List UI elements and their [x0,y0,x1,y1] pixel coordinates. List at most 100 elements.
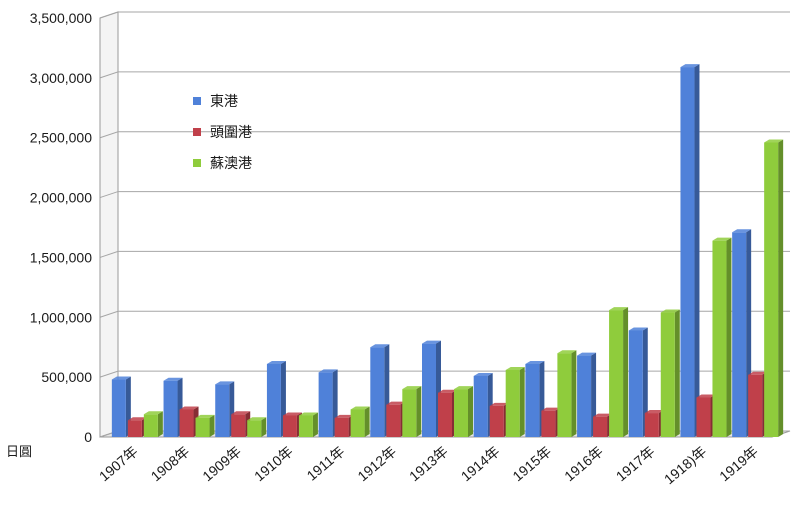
bar [680,67,695,437]
bar [525,363,540,437]
bar-top [422,340,441,344]
bar-top [386,401,406,405]
x-tick-label: 1917年 [613,443,658,484]
bar-top [764,139,784,143]
bar [402,389,417,437]
bar-top [195,414,215,418]
bar-top [680,64,700,68]
bar [593,416,608,437]
bar-top [111,376,131,380]
legend-swatch [193,97,201,105]
bar-top [438,389,457,393]
bar-top [231,411,251,415]
legend-label: 東港 [210,93,238,109]
bar-side [312,412,318,437]
x-tick-label: 1913年 [406,443,451,484]
bar [454,389,468,437]
x-axis-ticks: 1907年 1908年 1909年 1910年 1911年 1912年 1913年 1914年… [96,443,761,487]
bar [628,330,643,437]
bar-top [266,360,286,364]
bar-top [660,309,680,313]
bar [748,374,763,437]
x-tick-label: 1912年 [354,443,399,484]
bar-side [157,411,163,437]
bar [438,392,452,437]
bar [334,417,349,437]
bar-top [127,417,147,421]
bar [422,343,436,437]
bar [247,420,262,437]
gridline [99,131,790,139]
y-tick-label: 1,500,000 [30,249,92,265]
bar-top [505,366,525,370]
legend-swatch [193,159,201,167]
bar-side [416,386,422,437]
bar [557,353,572,437]
bar-top [282,412,302,416]
bar-side [694,64,700,437]
gridline [99,71,790,79]
bar-side [778,139,784,437]
bar-top [473,372,493,376]
bar [386,404,401,437]
bar [215,384,230,437]
y-tick-label: 2,000,000 [30,190,92,206]
bar-top [247,417,267,421]
bar-top [215,381,235,385]
bar [541,410,556,437]
bar-top [557,350,577,354]
bar-top [732,229,752,233]
bar [577,355,592,437]
y-tick-label: 0 [84,429,92,445]
bar-top [525,360,545,364]
bar [712,240,727,437]
gridline [99,191,790,199]
bar-side [674,309,680,437]
x-tick-label: 1907年 [96,443,141,484]
bar [111,379,126,437]
bar [231,414,246,437]
bar-top [370,344,390,348]
bar-top [593,413,613,417]
bar-top [163,377,183,381]
y-tick-label: 3,500,000 [30,10,92,26]
x-tick-label: 1918)年 [661,443,709,487]
x-tick-label: 1910年 [251,443,296,484]
bar-side [726,237,732,437]
bar-top [454,386,473,390]
bar-top [489,402,509,406]
y-tick-label: 1,000,000 [30,309,92,325]
x-tick-label: 1911年 [303,443,347,484]
bar-side [468,386,473,437]
bar [266,363,281,437]
bar [350,409,365,437]
bar-top [609,307,629,311]
bar-top [712,237,732,241]
bar-top [644,410,664,414]
bar [282,415,297,437]
bar [318,372,333,437]
bar [473,375,488,437]
bar-top [748,371,768,375]
bar [732,232,747,437]
bar-side [623,307,629,437]
bar [764,142,779,437]
gridline [99,11,790,19]
bar-side [571,350,577,437]
bar-top [350,406,370,410]
bar [696,397,711,437]
bar-side [261,417,267,437]
gridline [99,310,790,318]
bar [489,405,504,437]
bar [298,415,313,437]
bar-side [642,327,648,437]
bar-top [628,327,648,331]
x-tick-label: 1909年 [199,443,244,484]
bar-top [179,406,199,410]
x-tick-label: 1916年 [561,443,606,484]
bar [195,417,210,437]
bar [143,414,158,437]
